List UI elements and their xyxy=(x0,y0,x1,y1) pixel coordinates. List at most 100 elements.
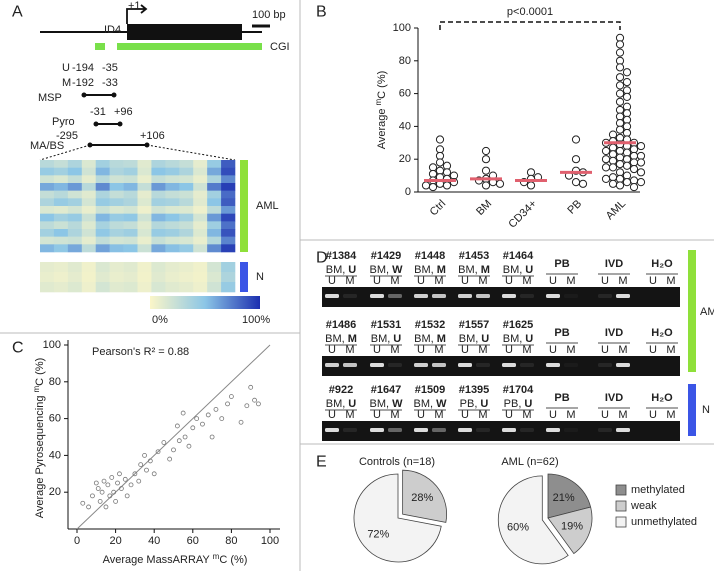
heatmap-cell xyxy=(109,221,124,230)
gel-band xyxy=(343,363,357,367)
lane-label: M xyxy=(345,344,354,356)
sample-info: BM, U xyxy=(371,333,402,345)
pie-title: Controls (n=18) xyxy=(359,456,435,468)
status: M xyxy=(481,264,490,276)
sample-id: #1509 xyxy=(415,384,446,396)
heatmap-cell xyxy=(151,272,166,283)
heatmap-cell xyxy=(151,262,166,273)
heatmap-cell xyxy=(193,244,208,253)
heatmap-cell xyxy=(151,221,166,230)
data-point xyxy=(95,486,101,491)
heatmap-cell xyxy=(67,160,83,168)
heatmap-cell xyxy=(109,175,124,184)
amplicon-end xyxy=(111,92,117,98)
primer-pos: -194 xyxy=(72,62,94,74)
group-label: AML xyxy=(256,200,279,212)
heatmap-cell xyxy=(193,206,208,214)
data-point xyxy=(209,434,215,440)
heatmap-cell xyxy=(53,206,69,214)
heatmap-cell xyxy=(137,206,152,214)
pie-label: 72% xyxy=(367,528,389,540)
zoom-line xyxy=(39,144,91,161)
heatmap-cell xyxy=(40,244,55,253)
data-point xyxy=(578,179,588,188)
heatmap-cell xyxy=(109,236,124,245)
heatmap-cell xyxy=(81,272,97,283)
heatmap-cell xyxy=(95,206,110,214)
tissue: BM, xyxy=(458,264,478,276)
heatmap-cell xyxy=(109,262,124,273)
heatmap-cell xyxy=(151,167,166,176)
data-point xyxy=(615,73,625,82)
data-point xyxy=(101,478,107,484)
data-point xyxy=(615,63,625,72)
heatmap-cell xyxy=(40,183,55,191)
panel-letter: D xyxy=(316,250,328,267)
control-label: H₂O xyxy=(651,258,673,270)
cgi-bar xyxy=(95,43,105,50)
lane-label: U xyxy=(649,344,657,356)
lane-label: M xyxy=(666,409,675,421)
sample-info: PB, U xyxy=(460,398,489,410)
annotation: p<0.0001 xyxy=(507,6,553,18)
data-point xyxy=(128,482,134,488)
data-point xyxy=(228,394,234,399)
lane-label: M xyxy=(618,344,627,356)
gel-band xyxy=(616,363,630,367)
heatmap-cell xyxy=(165,190,180,199)
data-point xyxy=(115,480,120,486)
data-point xyxy=(636,168,646,177)
heatmap-cell xyxy=(193,229,208,237)
lane-label: U xyxy=(417,409,425,421)
gel-band xyxy=(370,294,384,298)
label-sup: m xyxy=(374,98,383,105)
control-label: IVD xyxy=(605,327,623,339)
heatmap-cell xyxy=(221,236,236,245)
sample-info: BM, M xyxy=(325,333,357,345)
lane-label: M xyxy=(522,344,531,356)
data-point xyxy=(495,179,505,188)
gel-band xyxy=(388,294,402,298)
data-point xyxy=(601,155,611,164)
heatmap-cell xyxy=(67,282,83,293)
gel-band xyxy=(414,294,428,298)
heatmap-cell xyxy=(67,244,83,253)
data-point xyxy=(608,179,618,188)
label-part: C (%) xyxy=(34,358,46,386)
data-point xyxy=(219,416,225,422)
primer-pos: -295 xyxy=(56,130,78,142)
sample-info: BM, W xyxy=(370,264,404,276)
tissue: BM, xyxy=(326,398,346,410)
tss-arrow xyxy=(126,4,148,24)
assay-label: MA/BS xyxy=(30,140,64,152)
heatmap-cell xyxy=(137,167,152,176)
heatmap-cell xyxy=(165,236,180,245)
primer-label: U xyxy=(62,62,70,74)
group-bar xyxy=(688,384,696,436)
heatmap-cell xyxy=(123,221,138,230)
sample-id: #1429 xyxy=(371,250,402,262)
heatmap-cell xyxy=(207,206,222,214)
lane-label: M xyxy=(478,275,487,287)
data-point xyxy=(161,440,167,445)
heatmap-cell xyxy=(109,160,124,168)
lane-label: U xyxy=(461,344,469,356)
gel xyxy=(322,356,680,376)
heatmap-cell xyxy=(137,262,152,273)
lane-label: U xyxy=(373,275,381,287)
data-point xyxy=(481,155,491,164)
data-point xyxy=(248,384,254,390)
lane-label: M xyxy=(522,409,531,421)
gel-band xyxy=(520,428,534,432)
heatmap-cell xyxy=(137,221,152,230)
heatmap-cell xyxy=(207,190,222,199)
primer-label: M xyxy=(62,77,71,89)
sample-id: #922 xyxy=(329,384,353,396)
data-point xyxy=(124,493,130,499)
gel-band xyxy=(388,363,402,367)
heatmap-cell xyxy=(53,167,69,176)
y-tick-label: 100 xyxy=(393,22,411,34)
status: U xyxy=(525,333,533,345)
heatmap-cell xyxy=(179,229,194,237)
data-point xyxy=(238,419,244,425)
